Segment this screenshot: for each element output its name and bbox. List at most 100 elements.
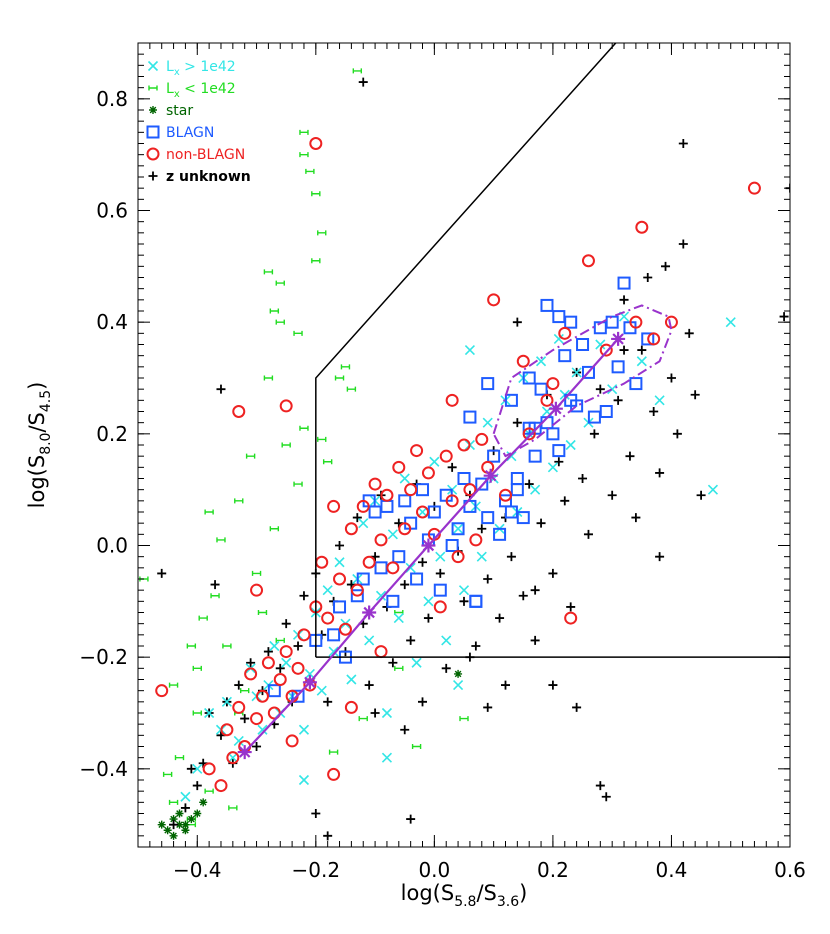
point-lx_low-23	[251, 570, 262, 576]
point-unknown-71-glyph	[601, 792, 611, 802]
point-blagn-29-glyph	[493, 527, 507, 541]
point-lx_high-61	[595, 339, 606, 350]
point-lx_low-13-glyph	[299, 425, 309, 431]
point-star-9-glyph	[199, 798, 208, 807]
point-nonblagn-1-glyph	[226, 751, 240, 765]
point-nonblagn-54-glyph	[647, 332, 661, 346]
x-tick-label: 0.0	[418, 858, 450, 882]
point-blagn-43-glyph	[576, 338, 590, 351]
point-lx_high-8-glyph	[269, 640, 280, 652]
point-lx_low-49-glyph	[334, 375, 345, 381]
point-blagn-56-glyph	[564, 315, 578, 329]
point-unknown-59	[530, 635, 540, 645]
point-nonblagn-62	[202, 762, 216, 776]
point-lx_low-19-glyph	[269, 526, 280, 532]
point-lx_high-10-glyph	[281, 657, 292, 668]
point-lx_low-17	[204, 509, 214, 515]
point-lx_low-26-glyph	[198, 615, 208, 621]
point-unknown-81-glyph	[661, 261, 671, 271]
point-lx_low-30-glyph	[222, 643, 232, 649]
point-lx_high-55	[547, 462, 558, 473]
point-lx_high-56	[553, 333, 564, 344]
legend-item-nonblagn: non-BLAGN	[146, 147, 245, 163]
point-lx_low-6	[275, 280, 285, 286]
point-blagn-31-glyph	[504, 393, 518, 407]
x-axis-title: log(S5.8/S3.6)	[401, 881, 528, 910]
point-lx_low-17-glyph	[204, 509, 214, 515]
point-lx_low-27	[186, 643, 197, 649]
point-blagn-58	[481, 377, 495, 391]
point-nonblagn-50	[581, 254, 595, 268]
point-lx_low-43	[358, 716, 368, 722]
point-unknown-71	[601, 792, 611, 802]
point-lx_high-62-glyph	[607, 384, 618, 395]
point-lx_high-24	[364, 635, 375, 646]
point-unknown-85	[684, 328, 694, 338]
legend-label-sub: x	[174, 67, 180, 78]
point-lx_high-44	[482, 417, 493, 428]
point-blagn-49-glyph	[611, 360, 625, 374]
point-unknown-95-glyph	[186, 764, 196, 774]
point-nonblagn-56-glyph	[747, 181, 761, 195]
point-lx_low-31-glyph	[239, 688, 250, 694]
point-lx_high-65-glyph	[654, 395, 665, 406]
legend-marker-blagn-glyph	[146, 125, 160, 139]
point-blagn-36-glyph	[534, 382, 548, 396]
point-blagn-59	[522, 371, 536, 385]
legend-item-blagn: BLAGN	[146, 125, 214, 141]
point-lx_high-33	[417, 506, 428, 518]
point-unknown-55-glyph	[506, 552, 516, 562]
point-nonblagn-29-glyph	[392, 460, 406, 474]
legend-marker-lx_low-glyph	[148, 85, 158, 91]
point-unknown-75-glyph	[625, 451, 635, 461]
point-unknown-93-glyph	[323, 831, 333, 841]
point-lx_low-32-glyph	[275, 637, 285, 643]
legend-marker-star-glyph	[149, 106, 157, 114]
point-lx_low-5-glyph	[311, 258, 321, 264]
point-nonblagn-9-glyph	[273, 673, 287, 686]
point-nonblagn-34	[421, 466, 435, 480]
point-blagn-19	[433, 583, 447, 597]
legend-label-star: star	[166, 103, 193, 119]
point-blagn-61	[469, 594, 483, 608]
point-nonblagn-27-glyph	[380, 488, 394, 502]
point-unknown-56	[512, 418, 522, 428]
point-nonblagn-26	[374, 533, 388, 547]
point-lx_high-14	[304, 668, 315, 679]
point-lx_high-43	[476, 551, 487, 562]
point-lx_low-22-glyph	[322, 459, 333, 465]
point-nonblagn-2	[232, 700, 246, 714]
point-lx_high-43-glyph	[476, 551, 487, 562]
point-star-10-glyph	[181, 820, 190, 829]
point-unknown-53	[495, 613, 505, 623]
point-unknown-100	[530, 585, 540, 595]
point-unknown-65	[566, 602, 576, 612]
point-nonblagn-1	[226, 751, 240, 765]
point-unknown-64	[560, 496, 570, 506]
point-lx_low-44	[394, 665, 404, 671]
point-lx_high-29-glyph	[393, 613, 404, 624]
point-blagn-40	[558, 349, 572, 363]
point-unknown-14	[263, 647, 273, 657]
point-nonblagn-10-glyph	[279, 645, 293, 659]
point-lx_low-7-glyph	[263, 269, 274, 275]
point-lx_low-12-glyph	[346, 386, 357, 392]
point-unknown-76-glyph	[631, 513, 641, 523]
point-unknown-90	[779, 312, 789, 322]
point-nonblagn-59	[279, 399, 293, 413]
series-nonblagn	[155, 137, 761, 793]
point-blagn-1	[291, 689, 305, 703]
point-unknown-99-glyph	[572, 702, 582, 712]
point-unknown-98-glyph	[548, 680, 558, 690]
point-lx_low-25-glyph	[257, 610, 268, 615]
point-nonblagn-12	[291, 661, 305, 675]
point-lx_high-34-glyph	[423, 596, 434, 607]
point-unknown-57	[518, 591, 528, 601]
point-unknown-80-glyph	[655, 468, 665, 478]
point-star-11	[454, 669, 463, 678]
point-nonblagn-37-glyph	[439, 449, 453, 463]
point-lx_low-33	[192, 710, 202, 716]
point-nonblagn-25-glyph	[368, 477, 382, 491]
point-lx_low-0	[299, 129, 309, 135]
point-lx_low-14	[281, 442, 291, 448]
